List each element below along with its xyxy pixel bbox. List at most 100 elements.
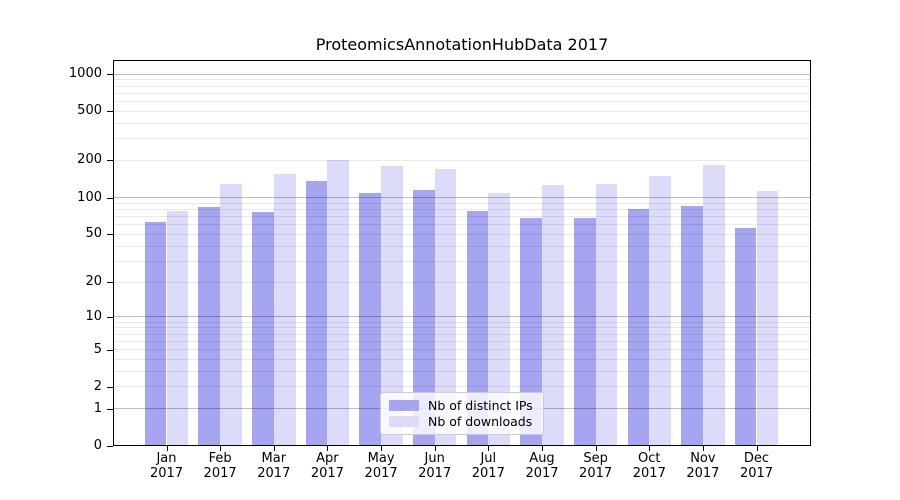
legend-label-downloads: Nb of downloads <box>428 414 533 429</box>
x-tick-month-nov: Nov <box>690 451 716 466</box>
y-tick-50 <box>107 234 113 236</box>
legend-swatch-downloads <box>389 416 419 427</box>
bar-nb-of-downloads-jan <box>166 210 189 446</box>
y-gridline-minor-7 <box>114 333 810 335</box>
x-tick-month-dec: Dec <box>743 451 770 466</box>
y-tick-label-500: 500 <box>77 103 102 119</box>
y-gridline-minor-4 <box>114 358 810 360</box>
y-gridline-minor-40 <box>114 245 810 247</box>
x-tick-label-jun: Jun 2017 <box>405 451 465 481</box>
y-gridline-minor-400 <box>114 122 810 124</box>
x-tick-year-oct: 2017 <box>632 465 666 481</box>
x-tick-month-apr: Apr <box>316 451 339 466</box>
y-gridline-minor-800 <box>114 85 810 87</box>
y-gridline-major-10 <box>114 316 810 318</box>
bar-nb-of-distinct-ips-dec <box>734 228 757 446</box>
bar-nb-of-distinct-ips-sep <box>573 218 596 446</box>
y-tick-1 <box>107 408 113 410</box>
x-tick-label-dec: Dec 2017 <box>727 451 787 481</box>
bar-nb-of-downloads-aug <box>542 184 564 446</box>
x-tick-year-jun: 2017 <box>418 465 452 481</box>
y-gridline-minor-2 <box>114 386 810 388</box>
x-tick-aug <box>542 446 543 451</box>
x-tick-label-may: May 2017 <box>351 451 411 481</box>
y-gridline-minor-50 <box>114 233 810 235</box>
x-tick-month-jun: Jun <box>424 451 445 466</box>
y-gridline-minor-20 <box>114 281 810 283</box>
x-tick-jan <box>166 446 168 451</box>
bar-nb-of-downloads-nov <box>702 165 725 446</box>
x-tick-label-jul: Jul 2017 <box>458 451 518 481</box>
y-gridline-minor-9 <box>114 321 810 323</box>
x-tick-apr <box>327 446 329 451</box>
y-gridline-minor-30 <box>114 260 810 262</box>
y-gridline-minor-3 <box>114 370 810 372</box>
y-gridline-minor-300 <box>114 138 810 140</box>
x-tick-jul <box>488 446 490 451</box>
x-tick-oct <box>649 446 651 451</box>
y-tick-label-0: 0 <box>93 438 102 453</box>
x-tick-year-jan: 2017 <box>149 465 184 481</box>
x-tick-month-sep: Sep <box>583 451 608 466</box>
y-tick-1000 <box>107 74 113 75</box>
x-tick-month-jan: Jan <box>156 451 177 466</box>
bar-nb-of-distinct-ips-jan <box>144 222 167 446</box>
y-tick-500 <box>107 111 113 113</box>
y-tick-label-100: 100 <box>77 189 102 205</box>
y-gridline-minor-8 <box>114 327 810 329</box>
y-gridline-minor-90 <box>114 202 810 204</box>
x-tick-label-mar: Mar 2017 <box>244 451 304 481</box>
x-tick-label-apr: Apr 2017 <box>297 451 357 481</box>
x-tick-year-may: 2017 <box>364 465 398 481</box>
chart-title: ProteomicsAnnotationHubData 2017 <box>315 35 609 54</box>
y-gridline-minor-6 <box>114 340 810 342</box>
x-tick-month-jul: Jul <box>480 451 497 466</box>
y-gridline-minor-60 <box>114 224 810 226</box>
y-gridline-minor-80 <box>114 208 810 210</box>
legend: Nb of distinct IPs Nb of downloads <box>380 392 544 435</box>
y-tick-100 <box>107 197 113 199</box>
x-tick-year-apr: 2017 <box>310 465 344 481</box>
bar-nb-of-downloads-jun <box>434 168 457 446</box>
legend-entry-downloads: Nb of downloads <box>389 414 535 429</box>
x-tick-year-aug: 2017 <box>525 465 559 481</box>
y-gridline-minor-5 <box>114 349 810 350</box>
x-tick-year-feb: 2017 <box>203 465 237 481</box>
x-tick-month-may: May <box>367 451 395 466</box>
x-tick-label-sep: Sep 2017 <box>566 451 626 481</box>
x-tick-feb <box>220 446 222 451</box>
y-tick-5 <box>107 349 113 351</box>
x-tick-label-aug: Aug 2017 <box>512 451 572 481</box>
y-tick-10 <box>107 316 113 318</box>
bar-nb-of-distinct-ips-aug <box>520 218 542 446</box>
x-tick-month-feb: Feb <box>208 451 232 466</box>
x-tick-sep <box>595 446 597 451</box>
legend-swatch-distinct-ips <box>389 400 419 411</box>
y-tick-20 <box>107 282 113 284</box>
x-tick-year-dec: 2017 <box>739 465 774 481</box>
y-gridline-major-100 <box>114 197 810 198</box>
x-tick-month-oct: Oct <box>638 451 661 466</box>
y-tick-label-20: 20 <box>85 274 102 290</box>
x-tick-label-nov: Nov 2017 <box>673 451 733 481</box>
bar-nb-of-distinct-ips-feb <box>198 207 221 446</box>
bar-nb-of-distinct-ips-apr <box>305 181 328 446</box>
y-gridline-minor-200 <box>114 159 810 161</box>
x-tick-year-jul: 2017 <box>471 465 505 481</box>
bar-nb-of-distinct-ips-nov <box>681 206 703 446</box>
bar-nb-of-distinct-ips-jun <box>412 190 435 446</box>
x-tick-label-feb: Feb 2017 <box>190 451 250 481</box>
x-tick-month-aug: Aug <box>529 451 555 466</box>
y-tick-label-1000: 1000 <box>68 66 102 81</box>
legend-label-distinct-ips: Nb of distinct IPs <box>428 398 533 413</box>
x-tick-nov <box>702 446 704 451</box>
bar-nb-of-downloads-oct <box>649 175 672 446</box>
bar-nb-of-downloads-mar <box>273 174 296 446</box>
legend-entry-distinct-ips: Nb of distinct IPs <box>389 398 535 413</box>
bar-nb-of-downloads-may <box>381 166 403 446</box>
y-gridline-minor-600 <box>114 101 810 102</box>
x-tick-may <box>381 446 383 451</box>
bar-nb-of-distinct-ips-oct <box>627 209 650 446</box>
y-gridline-minor-900 <box>114 79 810 81</box>
bar-nb-of-downloads-feb <box>220 183 242 446</box>
